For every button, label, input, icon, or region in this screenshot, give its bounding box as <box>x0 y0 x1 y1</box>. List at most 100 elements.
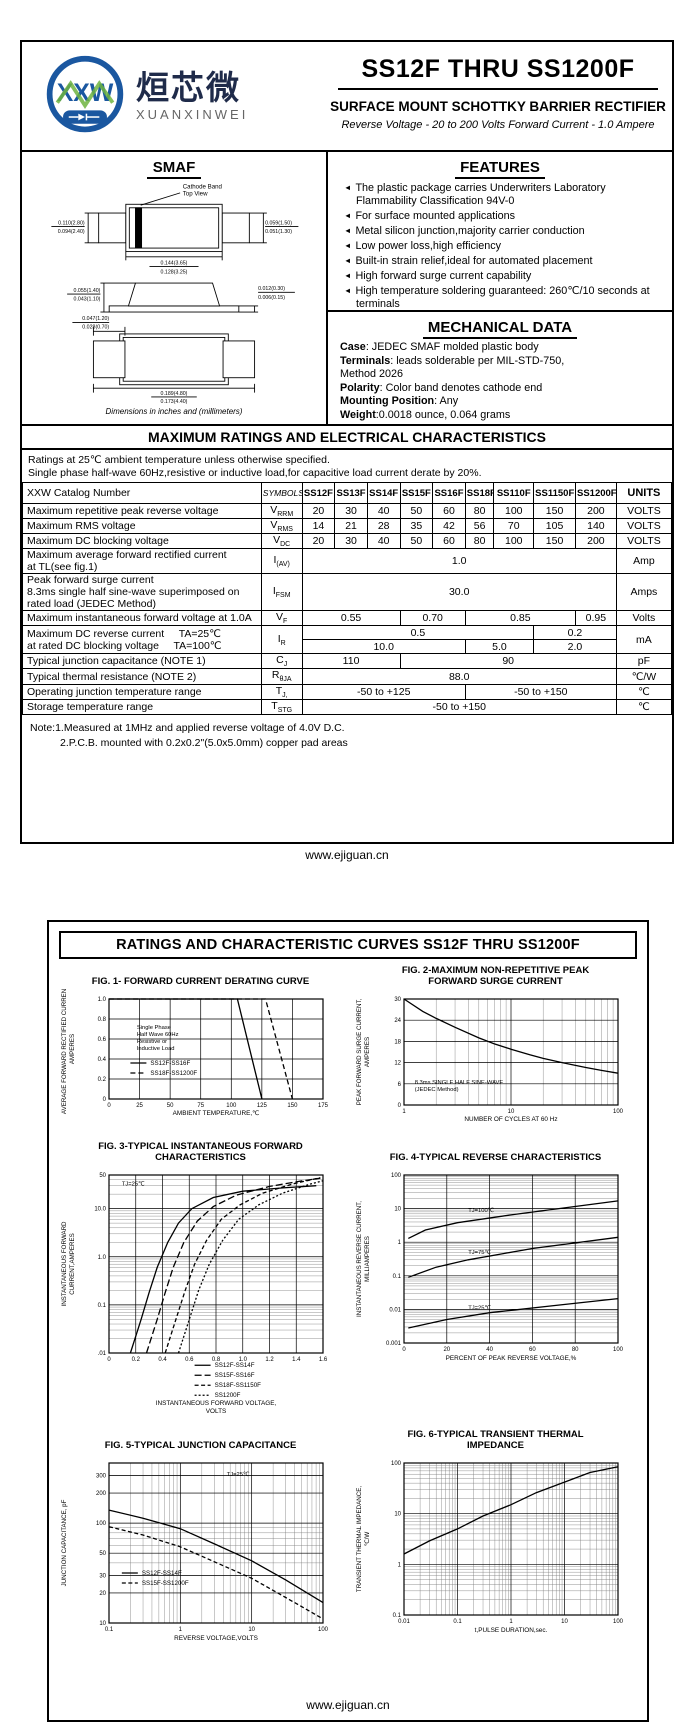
y-axis-label: AMPERES <box>364 1037 371 1067</box>
y-axis-label: ℃/W <box>364 1532 371 1547</box>
device-header: SS110F <box>493 482 535 504</box>
figures-grid: FIG. 1- FORWARD CURRENT DERATING CURVE 0 2… <box>49 963 647 1657</box>
x-tick-label: 1.2 <box>265 1357 274 1363</box>
table-cell: 0.5 <box>301 625 535 641</box>
symbol-main: V <box>270 504 278 516</box>
x-tick-label: 10 <box>248 1627 255 1633</box>
symbol-sub: (AV) <box>276 561 290 569</box>
x-tick-label: 20 <box>443 1347 450 1353</box>
ratings-table: XXW Catalog Number SYMBOLS SS12F SS13F SS14F… <box>22 482 673 715</box>
figure-title: FIG. 1- FORWARD CURRENT DERATING CURVE <box>91 975 310 987</box>
table-row: Maximum RMS voltage VRMS 14 21 28 35 42 56 70 105… <box>22 518 673 535</box>
table-cell: -50 to +150 <box>301 698 617 715</box>
ratings-conditions: Ratings at 25℃ ambient temperature unles… <box>22 450 672 482</box>
y-tick-label: 0 <box>397 1103 401 1109</box>
x-tick-label: 1 <box>178 1627 182 1633</box>
row-label: Maximum DC blocking voltage <box>22 533 262 550</box>
table-cell: 0.95 <box>574 610 617 627</box>
y-tick-label: .01 <box>97 1351 106 1357</box>
y-tick-label: 50 <box>99 1551 106 1557</box>
feature-item: High forward surge current capability <box>344 269 664 283</box>
y-tick-label: 100 <box>390 1173 401 1179</box>
row-unit: VOLTS <box>615 502 673 520</box>
device-header: SS1150F <box>533 482 576 504</box>
x-axis-label: INSTANTANEOUS FORWARD VOLTAGE, <box>155 1400 276 1407</box>
dimensions-caption: Dimensions in inches and (millimeters) <box>105 407 243 416</box>
x-axis-label: REVERSE VOLTAGE,VOLTS <box>174 1635 258 1642</box>
row-label-line: Maximum RMS voltage <box>27 520 136 533</box>
x-tick-label: 100 <box>317 1627 328 1633</box>
features-mechanical-column: FEATURES The plastic package carries Und… <box>328 152 672 424</box>
x-tick-label: 150 <box>287 1103 298 1109</box>
series-line-SS12F-SS16F <box>108 998 263 1100</box>
table-cell: 5.0 <box>464 639 535 655</box>
mech-label: Polarity <box>340 381 380 394</box>
table-cell: -50 to +150 <box>464 683 617 700</box>
table-cell: 100 <box>493 533 535 550</box>
top-view-label: Top View <box>183 191 208 198</box>
table-cell: 10.0 <box>301 639 466 655</box>
mech-text: : Any <box>434 395 459 407</box>
x-tick-label: 1.6 <box>318 1357 327 1363</box>
y-tick-label: 1 <box>397 1562 401 1568</box>
series-line-SS18F-SS1150F <box>164 1177 320 1354</box>
symbol: IFSM <box>273 585 291 599</box>
y-tick-label: 0.01 <box>389 1307 401 1313</box>
x-tick-label: 100 <box>226 1103 237 1109</box>
legend-label: SS18F-SS1200F <box>150 1070 197 1077</box>
figure-6: FIG. 6-TYPICAL TRANSIENT THERMAL IMPEDAN… <box>348 1429 643 1655</box>
y-tick-label: 0.2 <box>97 1077 106 1083</box>
x-tick-label: 10 <box>507 1109 514 1115</box>
chart-annotation: Resistive or <box>136 1039 166 1045</box>
symbol-sub: J, <box>282 691 288 699</box>
symbol-sub: R <box>280 639 286 647</box>
table-cell: 60 <box>432 533 466 550</box>
dim-body-width-min: 0.094(2.40) <box>58 229 85 235</box>
device-header: SS18F <box>464 482 495 504</box>
symbol-sub: RMS <box>277 526 293 534</box>
y-tick-label: 0 <box>102 1097 106 1103</box>
x-tick-label: 1 <box>509 1619 513 1625</box>
feature-item: The plastic package carries Underwriters… <box>344 181 664 208</box>
y-tick-label: 10 <box>394 1512 401 1518</box>
symbol: TSTG <box>271 700 292 713</box>
table-row: Typical junction capacitance (NOTE 1) CJ 1… <box>22 653 673 670</box>
x-tick-label: 1.0 <box>238 1357 247 1363</box>
table-row: Typical thermal resistance (NOTE 2) RθJA 8… <box>22 668 673 685</box>
row-unit: pF <box>615 653 673 670</box>
mechanical-title-label: MECHANICAL DATA <box>422 319 578 339</box>
ratings-condition-line: Ratings at 25℃ ambient temperature unles… <box>28 454 330 466</box>
table-cell: 50 <box>399 533 434 550</box>
table-cell: 50 <box>399 502 434 520</box>
row-label-line: Peak forward surge current <box>27 574 154 587</box>
row-unit: VOLTS <box>615 518 673 535</box>
y-axis-label: AVERAGE FORWARD RECTIFIED CURRENT, <box>61 989 68 1114</box>
table-cell: 60 <box>432 502 466 520</box>
figure-5: FIG. 5-TYPICAL JUNCTION CAPACITANCE 0.1 1 1… <box>53 1429 348 1655</box>
table-cell: 40 <box>366 533 401 550</box>
symbol-main: R <box>271 669 280 682</box>
row-label-line: Maximum DC reverse current TA=25℃ <box>27 627 221 640</box>
chart-annotation: (JEDEC Method) <box>414 1087 458 1093</box>
table-cell: 0.70 <box>399 610 466 627</box>
part-number-title: SS12F THRU SS1200F <box>361 55 635 83</box>
chart-annotation: Inductive Load <box>136 1046 174 1052</box>
figure-chart-5: 0.1 1 10 100 10 20 30 50 100 200 300 TJ=25℃ SS12F-SS… <box>61 1462 328 1642</box>
table-cell: 30.0 <box>301 573 617 612</box>
x-axis-label: AMBIENT TEMPERATURE,℃ <box>172 1110 259 1117</box>
dim-standoff-min: 0.006(0.15) <box>258 295 285 301</box>
y-tick-label: 30 <box>99 1573 106 1579</box>
x-tick-label: 1.4 <box>292 1357 301 1363</box>
legend-label: SS12F-SS14F <box>141 1570 181 1577</box>
figure-3: FIG. 3-TYPICAL INSTANTANEOUS FORWARD CHA… <box>53 1141 348 1425</box>
y-tick-label: 300 <box>95 1473 106 1479</box>
row-symbol: I(AV) <box>260 548 303 575</box>
header: XXW 烜芯微 XUANXINWEI SS12F THRU SS1200F SU… <box>22 42 672 152</box>
y-tick-label: 24 <box>394 1018 401 1024</box>
row-label-line: Typical thermal resistance (NOTE 2) <box>27 670 197 683</box>
plot-border <box>107 1174 324 1354</box>
figure-title: FIG. 5-TYPICAL JUNCTION CAPACITANCE <box>104 1439 297 1451</box>
device-description: SURFACE MOUNT SCHOTTKY BARRIER RECTIFIER <box>330 99 666 114</box>
dim-standoff-max: 0.012(0.30) <box>258 286 285 292</box>
symbol: VRMS <box>270 520 293 534</box>
